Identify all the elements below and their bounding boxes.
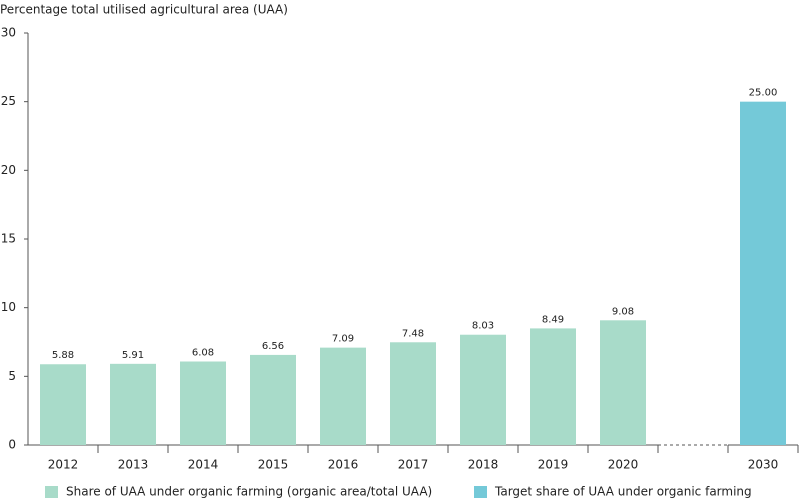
x-tick-label: 2017 — [398, 458, 429, 472]
bar — [600, 320, 646, 445]
x-tick-label: 2016 — [328, 458, 359, 472]
legend-label: Target share of UAA under organic farmin… — [494, 485, 752, 499]
legend-label: Share of UAA under organic farming (orga… — [66, 485, 432, 499]
y-tick-label: 20 — [1, 163, 16, 177]
x-tick-label: 2019 — [538, 458, 569, 472]
x-tick-label: 2030 — [748, 458, 779, 472]
value-label: 6.56 — [262, 341, 284, 352]
legend-swatch — [474, 486, 487, 498]
value-label: 6.08 — [192, 348, 214, 359]
bar — [180, 361, 226, 445]
value-label: 7.09 — [332, 334, 354, 345]
chart-title: Percentage total utilised agricultural a… — [0, 3, 288, 17]
y-tick-label: 5 — [8, 369, 16, 383]
value-label: 9.08 — [612, 306, 634, 317]
bar — [530, 328, 576, 445]
y-tick-label: 10 — [1, 300, 16, 314]
x-tick-label: 2012 — [48, 458, 79, 472]
legend-swatch — [45, 486, 58, 498]
x-tick-label: 2015 — [258, 458, 289, 472]
x-tick-label: 2020 — [608, 458, 639, 472]
value-label: 25.00 — [749, 88, 778, 99]
bar — [320, 347, 366, 445]
bar — [250, 354, 296, 445]
value-label: 5.91 — [122, 350, 144, 361]
bar — [740, 101, 786, 446]
value-label: 7.48 — [402, 328, 424, 339]
bar — [110, 363, 156, 445]
x-tick-label: 2014 — [188, 458, 219, 472]
x-tick-label: 2013 — [118, 458, 149, 472]
y-tick-label: 15 — [1, 232, 16, 246]
bar — [460, 334, 506, 445]
y-tick-label: 30 — [1, 26, 16, 40]
y-tick-label: 25 — [1, 94, 16, 108]
value-label: 8.03 — [472, 321, 494, 332]
bar — [390, 342, 436, 445]
value-label: 8.49 — [542, 314, 564, 325]
bar — [40, 364, 86, 445]
value-label: 5.88 — [52, 350, 74, 361]
x-tick-label: 2018 — [468, 458, 499, 472]
y-tick-label: 0 — [8, 438, 16, 452]
